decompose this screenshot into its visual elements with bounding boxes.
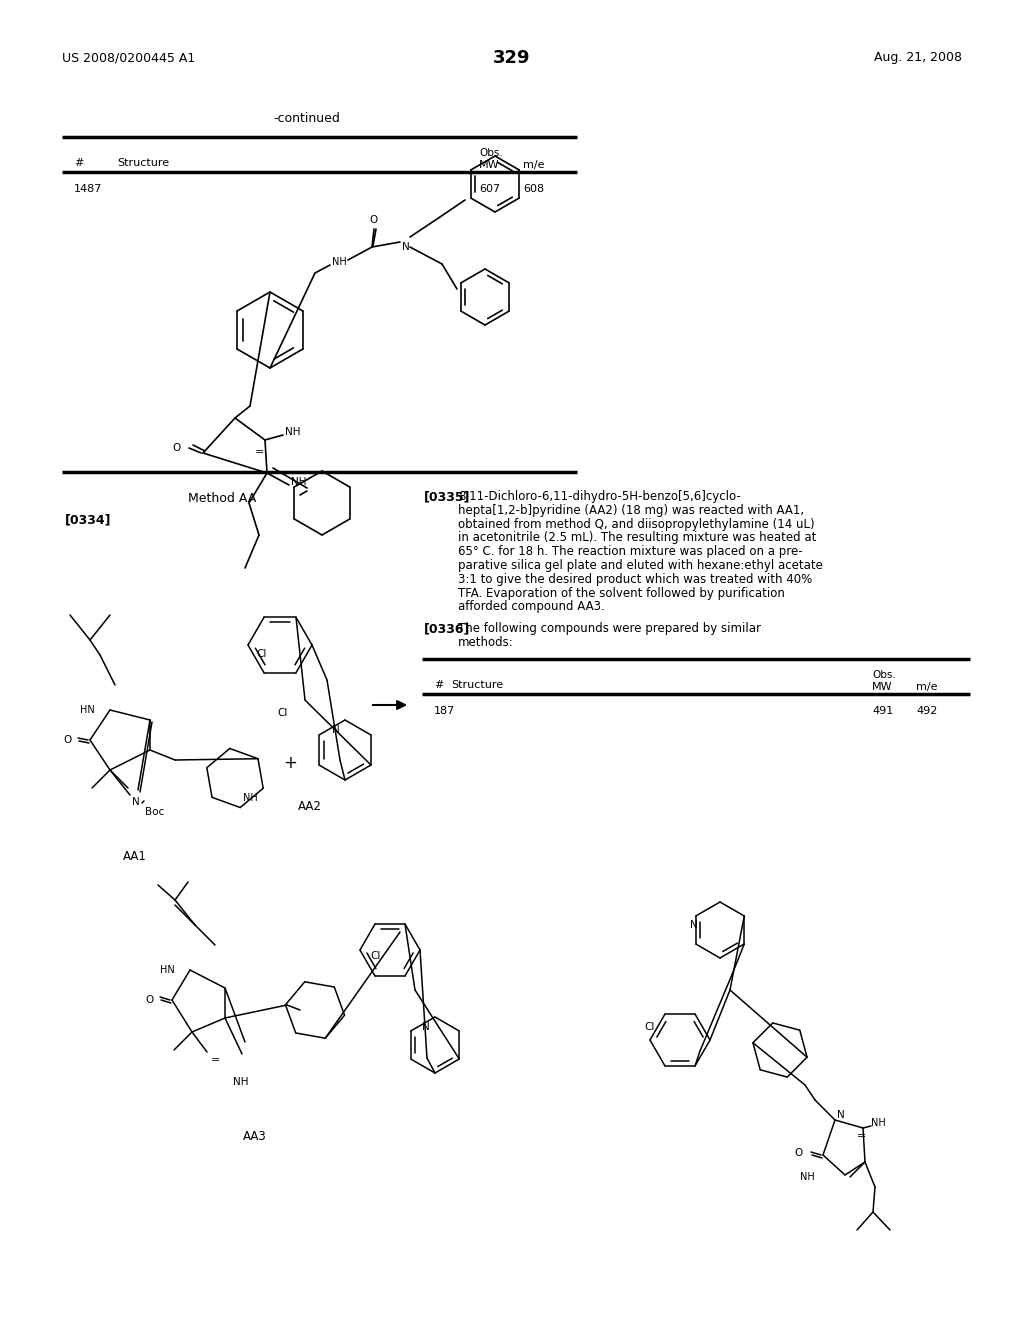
Text: NH: NH bbox=[244, 792, 258, 803]
Text: methods:: methods: bbox=[458, 636, 514, 649]
Text: US 2008/0200445 A1: US 2008/0200445 A1 bbox=[62, 51, 196, 65]
Text: N: N bbox=[837, 1110, 845, 1119]
Text: Cl: Cl bbox=[278, 708, 288, 718]
Text: in acetonitrile (2.5 mL). The resulting mixture was heated at: in acetonitrile (2.5 mL). The resulting … bbox=[458, 532, 816, 544]
Text: Structure: Structure bbox=[117, 158, 169, 168]
Text: parative silica gel plate and eluted with hexane:ethyl acetate: parative silica gel plate and eluted wit… bbox=[458, 558, 823, 572]
Text: Cl: Cl bbox=[645, 1022, 655, 1032]
Text: NH: NH bbox=[291, 477, 306, 487]
Text: N: N bbox=[332, 725, 340, 735]
Text: Obs.: Obs. bbox=[872, 671, 896, 680]
Text: O: O bbox=[145, 995, 154, 1005]
Text: Cl: Cl bbox=[256, 648, 266, 659]
Text: m/e: m/e bbox=[523, 160, 545, 170]
Text: Cl: Cl bbox=[370, 950, 380, 961]
Text: #: # bbox=[434, 680, 443, 690]
Text: 608: 608 bbox=[523, 183, 544, 194]
Text: hepta[1,2-b]pyridine (AA2) (18 mg) was reacted with AA1,: hepta[1,2-b]pyridine (AA2) (18 mg) was r… bbox=[458, 504, 804, 517]
Text: -continued: -continued bbox=[273, 111, 340, 124]
Text: 65° C. for 18 h. The reaction mixture was placed on a pre-: 65° C. for 18 h. The reaction mixture wa… bbox=[458, 545, 803, 558]
Text: Obs.: Obs. bbox=[479, 148, 503, 158]
Text: TFA. Evaporation of the solvent followed by purification: TFA. Evaporation of the solvent followed… bbox=[458, 586, 784, 599]
Text: [0335]: [0335] bbox=[424, 490, 470, 503]
Text: obtained from method Q, and diisopropylethylamine (14 uL): obtained from method Q, and diisopropyle… bbox=[458, 517, 815, 531]
Text: Structure: Structure bbox=[451, 680, 503, 690]
Text: NH: NH bbox=[285, 426, 300, 437]
Text: N: N bbox=[690, 920, 697, 931]
Text: 492: 492 bbox=[916, 706, 937, 715]
Text: NH: NH bbox=[233, 1077, 249, 1086]
Text: O: O bbox=[63, 735, 72, 744]
Text: N: N bbox=[132, 797, 139, 807]
Text: m/e: m/e bbox=[916, 682, 938, 692]
Text: [0334]: [0334] bbox=[65, 513, 112, 527]
Text: 1487: 1487 bbox=[74, 183, 102, 194]
Text: NH: NH bbox=[800, 1172, 815, 1181]
Text: N: N bbox=[402, 242, 410, 252]
Text: 329: 329 bbox=[494, 49, 530, 67]
Text: 607: 607 bbox=[479, 183, 500, 194]
Text: N: N bbox=[422, 1022, 430, 1032]
Text: Boc: Boc bbox=[145, 807, 164, 817]
Text: #: # bbox=[74, 158, 83, 168]
Text: 491: 491 bbox=[872, 706, 893, 715]
Text: MW: MW bbox=[872, 682, 893, 692]
Text: AA2: AA2 bbox=[298, 800, 322, 813]
Text: 8,11-Dichloro-6,11-dihydro-5H-benzo[5,6]cyclo-: 8,11-Dichloro-6,11-dihydro-5H-benzo[5,6]… bbox=[458, 490, 740, 503]
Text: O: O bbox=[370, 215, 378, 224]
Text: AA1: AA1 bbox=[123, 850, 146, 863]
Text: 3:1 to give the desired product which was treated with 40%: 3:1 to give the desired product which wa… bbox=[458, 573, 812, 586]
Text: [0336]: [0336] bbox=[424, 622, 470, 635]
Text: +: + bbox=[283, 754, 297, 772]
Text: afforded compound AA3.: afforded compound AA3. bbox=[458, 601, 605, 614]
Text: =: = bbox=[255, 447, 264, 457]
Text: AA3: AA3 bbox=[243, 1130, 267, 1143]
Text: The following compounds were prepared by similar: The following compounds were prepared by… bbox=[458, 622, 761, 635]
Text: NH: NH bbox=[871, 1118, 886, 1129]
Text: HN: HN bbox=[160, 965, 175, 975]
Text: O: O bbox=[173, 444, 181, 453]
Text: =: = bbox=[856, 1131, 865, 1140]
Text: Aug. 21, 2008: Aug. 21, 2008 bbox=[874, 51, 962, 65]
Text: HN: HN bbox=[80, 705, 95, 715]
Text: 187: 187 bbox=[434, 706, 456, 715]
Text: NH: NH bbox=[332, 257, 347, 267]
Text: O: O bbox=[795, 1148, 803, 1158]
Text: =: = bbox=[210, 1055, 220, 1065]
Text: MW: MW bbox=[479, 160, 500, 170]
Text: Method AA: Method AA bbox=[187, 491, 256, 504]
